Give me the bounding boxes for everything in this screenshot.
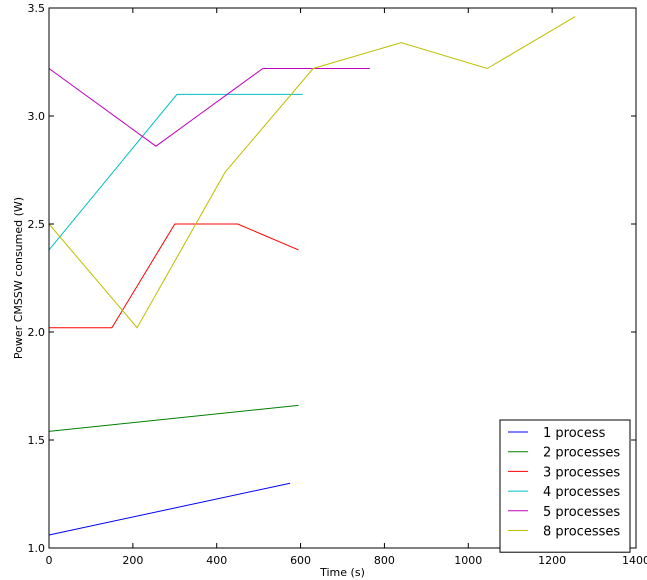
x-tick-label: 1400: [622, 554, 647, 567]
legend-label: 5 processes: [543, 505, 620, 520]
series-line-6: [48, 16, 576, 329]
series-line-2: [48, 404, 299, 432]
legend-label: 4 processes: [543, 485, 620, 500]
legend: 1 process 2 processes 3 processes 4 process…: [499, 419, 631, 553]
y-axis-label: Power CMSSW consumed (W): [12, 197, 25, 359]
x-tick-label: 400: [206, 554, 227, 567]
y-tick-label: 1.0: [28, 542, 46, 555]
series-line-3: [49, 223, 299, 329]
x-tick-label: 1000: [454, 554, 482, 567]
x-axis-label: Time (s): [319, 566, 365, 579]
y-tick-label: 1.5: [28, 434, 46, 447]
y-tick-label: 3.5: [28, 2, 46, 15]
legend-label: 3 processes: [543, 465, 620, 480]
legend-label: 2 processes: [543, 446, 620, 461]
series-layer: [48, 16, 576, 536]
series-line-5: [48, 68, 370, 147]
legend-label: 1 process: [543, 426, 606, 441]
y-tick-label: 3.0: [28, 110, 46, 123]
plot-frame: [48, 7, 637, 549]
x-tick-label: 1200: [538, 554, 566, 567]
x-tick-label: 200: [122, 554, 143, 567]
y-tick-label: 2.0: [28, 326, 46, 339]
legend-label: 8 processes: [543, 525, 620, 540]
series-line-4: [48, 93, 303, 251]
tick-layer: 0 200 400 600 800 1000 1200 1400 1.0 1.5 2.0 2.5 3.0…: [28, 2, 647, 567]
series-line-1: [48, 482, 291, 536]
x-tick-label: 800: [374, 554, 395, 567]
x-tick-label: 0: [46, 554, 53, 567]
y-tick-label: 2.5: [28, 218, 46, 231]
x-tick-label: 600: [290, 554, 311, 567]
